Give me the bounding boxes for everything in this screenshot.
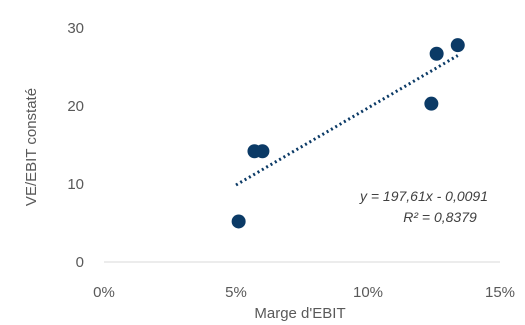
y-tick-label: 0 <box>76 254 84 271</box>
x-tick-labels: 0% 5% 10% 15% <box>93 284 515 301</box>
x-axis-title: Marge d'EBIT <box>254 305 345 322</box>
y-tick-label: 30 <box>67 20 84 37</box>
x-tick-label: 5% <box>225 284 247 301</box>
data-point <box>450 38 465 53</box>
data-point <box>231 214 246 229</box>
x-tick-label: 10% <box>353 284 383 301</box>
y-tick-labels: 0 10 20 30 <box>67 20 84 271</box>
data-point <box>255 144 270 159</box>
y-tick-label: 20 <box>67 98 84 115</box>
x-tick-label: 15% <box>485 284 515 301</box>
data-points <box>231 38 465 229</box>
data-point <box>424 96 439 111</box>
y-tick-label: 10 <box>67 176 84 193</box>
trendline-equation: y = 197,61x - 0,0091 <box>359 188 488 204</box>
x-tick-label: 0% <box>93 284 115 301</box>
trendline <box>235 54 459 187</box>
trendline-r2: R² = 0,8379 <box>403 209 477 225</box>
y-axis-title: VE/EBIT constaté <box>23 88 40 206</box>
data-point <box>429 46 444 61</box>
